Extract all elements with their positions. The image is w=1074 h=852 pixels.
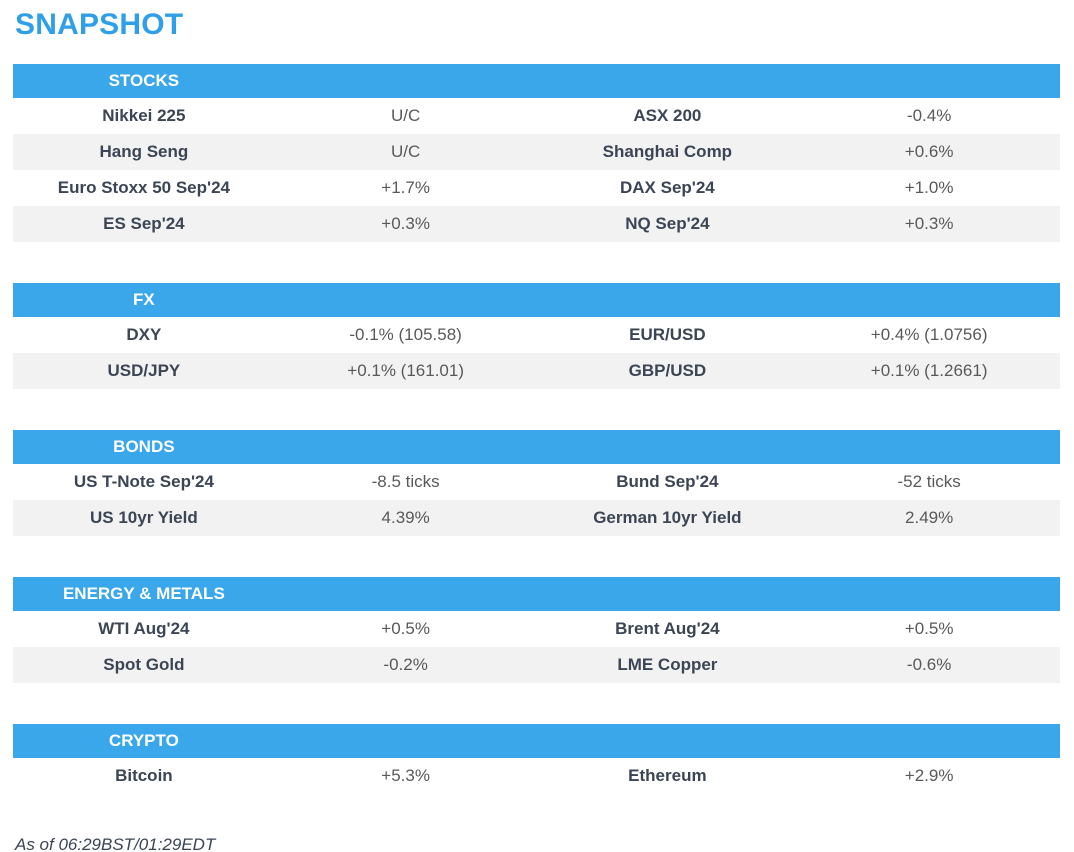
section-fx: FX DXY -0.1% (105.58) EUR/USD +0.4% (1.0… xyxy=(13,283,1060,389)
instrument-label: Bitcoin xyxy=(115,766,173,785)
instrument-label: Nikkei 225 xyxy=(102,106,186,125)
market-row: Euro Stoxx 50 Sep'24 +1.7% DAX Sep'24 +1… xyxy=(13,170,1060,206)
section-bonds: BONDS US T-Note Sep'24 -8.5 ticks Bund S… xyxy=(13,430,1060,536)
change-value: +2.9% xyxy=(904,766,954,785)
section-title: BONDS xyxy=(113,437,175,456)
section-energy-metals: ENERGY & METALS WTI Aug'24 +0.5% Brent A… xyxy=(13,577,1060,683)
market-row: DXY -0.1% (105.58) EUR/USD +0.4% (1.0756… xyxy=(13,317,1060,353)
change-value: -0.1% (105.58) xyxy=(349,325,462,344)
market-row: US T-Note Sep'24 -8.5 ticks Bund Sep'24 … xyxy=(13,464,1060,500)
change-value: -52 ticks xyxy=(897,472,961,491)
instrument-label: US T-Note Sep'24 xyxy=(73,472,214,491)
instrument-label: Brent Aug'24 xyxy=(615,619,720,638)
timestamp-note: As of 06:29BST/01:29EDT xyxy=(15,835,216,852)
section-header-bar: BONDS xyxy=(13,430,1060,464)
instrument-label: Euro Stoxx 50 Sep'24 xyxy=(57,178,230,197)
change-value: U/C xyxy=(390,106,421,125)
market-row: ES Sep'24 +0.3% NQ Sep'24 +0.3% xyxy=(13,206,1060,242)
section-rows: Bitcoin +5.3% Ethereum +2.9% xyxy=(13,758,1060,794)
market-row: Bitcoin +5.3% Ethereum +2.9% xyxy=(13,758,1060,794)
market-row: WTI Aug'24 +0.5% Brent Aug'24 +0.5% xyxy=(13,611,1060,647)
instrument-label: ASX 200 xyxy=(633,106,702,125)
instrument-label: ES Sep'24 xyxy=(103,214,185,233)
change-value: -0.2% xyxy=(383,655,428,674)
instrument-label: Hang Seng xyxy=(99,142,189,161)
change-value: +1.7% xyxy=(381,178,430,197)
change-value: -8.5 ticks xyxy=(371,472,440,491)
section-stocks: STOCKS Nikkei 225 U/C ASX 200 -0.4% Hang… xyxy=(13,64,1060,242)
instrument-label: Bund Sep'24 xyxy=(616,472,719,491)
instrument-label: EUR/USD xyxy=(629,325,706,344)
change-value: -0.6% xyxy=(906,655,952,674)
instrument-label: US 10yr Yield xyxy=(90,508,198,527)
change-value: 4.39% xyxy=(381,508,430,527)
page-title: SNAPSHOT xyxy=(15,8,184,41)
market-row: US 10yr Yield 4.39% German 10yr Yield 2.… xyxy=(13,500,1060,536)
instrument-label: NQ Sep'24 xyxy=(625,214,710,233)
change-value: +0.5% xyxy=(904,619,954,638)
section-header-bar: CRYPTO xyxy=(13,724,1060,758)
market-row: Hang Seng U/C Shanghai Comp +0.6% xyxy=(13,134,1060,170)
section-header-bar: STOCKS xyxy=(13,64,1060,98)
section-header-bar: ENERGY & METALS xyxy=(13,577,1060,611)
instrument-label: WTI Aug'24 xyxy=(98,619,190,638)
instrument-label: LME Copper xyxy=(617,655,718,674)
change-value: +1.0% xyxy=(904,178,954,197)
section-title: CRYPTO xyxy=(108,731,179,750)
market-row: Nikkei 225 U/C ASX 200 -0.4% xyxy=(13,98,1060,134)
change-value: +0.5% xyxy=(381,619,430,638)
section-rows: US T-Note Sep'24 -8.5 ticks Bund Sep'24 … xyxy=(13,464,1060,536)
section-rows: WTI Aug'24 +0.5% Brent Aug'24 +0.5% Spot… xyxy=(13,611,1060,683)
instrument-label: German 10yr Yield xyxy=(593,508,742,527)
section-title: ENERGY & METALS xyxy=(62,584,225,603)
section-rows: Nikkei 225 U/C ASX 200 -0.4% Hang Seng U… xyxy=(13,98,1060,242)
instrument-label: Ethereum xyxy=(628,766,707,785)
instrument-label: DXY xyxy=(126,325,162,344)
instrument-label: USD/JPY xyxy=(107,361,181,380)
market-row: Spot Gold -0.2% LME Copper -0.6% xyxy=(13,647,1060,683)
section-rows: DXY -0.1% (105.58) EUR/USD +0.4% (1.0756… xyxy=(13,317,1060,389)
change-value: -0.4% xyxy=(906,106,952,125)
instrument-label: Shanghai Comp xyxy=(602,142,733,161)
section-title: STOCKS xyxy=(108,71,180,90)
change-value: +0.3% xyxy=(381,214,430,233)
change-value: +0.1% (1.2661) xyxy=(870,361,988,380)
change-value: +0.3% xyxy=(904,214,954,233)
change-value: +0.6% xyxy=(904,142,954,161)
change-value: +5.3% xyxy=(381,766,430,785)
section-title: FX xyxy=(133,290,155,309)
change-value: +0.4% (1.0756) xyxy=(870,325,988,344)
change-value: 2.49% xyxy=(905,508,954,527)
section-header-bar: FX xyxy=(13,283,1060,317)
instrument-label: Spot Gold xyxy=(103,655,185,674)
change-value: U/C xyxy=(390,142,421,161)
section-crypto: CRYPTO Bitcoin +5.3% Ethereum +2.9% xyxy=(13,724,1060,794)
change-value: +0.1% (161.01) xyxy=(347,361,464,380)
market-row: USD/JPY +0.1% (161.01) GBP/USD +0.1% (1.… xyxy=(13,353,1060,389)
instrument-label: DAX Sep'24 xyxy=(620,178,715,197)
instrument-label: GBP/USD xyxy=(628,361,707,380)
